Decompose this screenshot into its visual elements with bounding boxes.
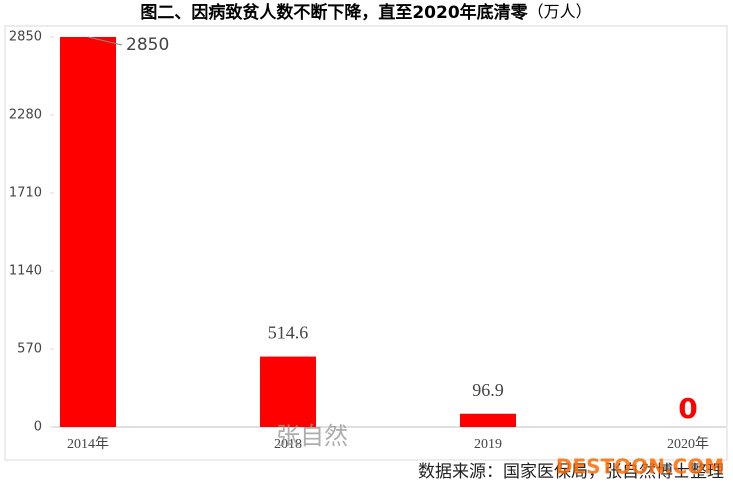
leader-line: [87, 36, 123, 46]
chart-border: [4, 25, 728, 461]
x-tick-label: 2020年: [667, 436, 709, 452]
chart-title: 图二、因病致贫人数不断下降，直至2020年底清零: [140, 2, 528, 23]
value-label: 2850: [126, 35, 169, 55]
site-watermark: DESTOON.COM: [556, 455, 724, 479]
chart-title-group: 图二、因病致贫人数不断下降，直至2020年底清零（万人）: [140, 2, 591, 23]
y-tick-label: 570: [17, 342, 42, 357]
y-tick-label: 0: [34, 420, 42, 435]
bar: [460, 413, 516, 427]
unit: （万人）: [528, 3, 592, 21]
y-tick-label: 2850: [9, 30, 42, 45]
y-tick-label: 1140: [9, 264, 42, 279]
x-tick-label: 2019: [474, 437, 502, 452]
source: 数据来源：国家医保局，张自然博士整理: [418, 462, 724, 481]
x-tick-label: 2014年: [67, 436, 109, 452]
value-label: 0: [678, 392, 697, 425]
bar: [60, 37, 116, 427]
value-label: 96.9: [472, 380, 504, 400]
x-tick-label: 2018: [274, 437, 302, 452]
y-tick-label: 2280: [9, 108, 42, 123]
y-tick-label: 1710: [9, 186, 42, 201]
watermark: 张自然: [276, 422, 348, 450]
value-label: 514.6: [268, 323, 309, 343]
bar: [260, 356, 316, 427]
